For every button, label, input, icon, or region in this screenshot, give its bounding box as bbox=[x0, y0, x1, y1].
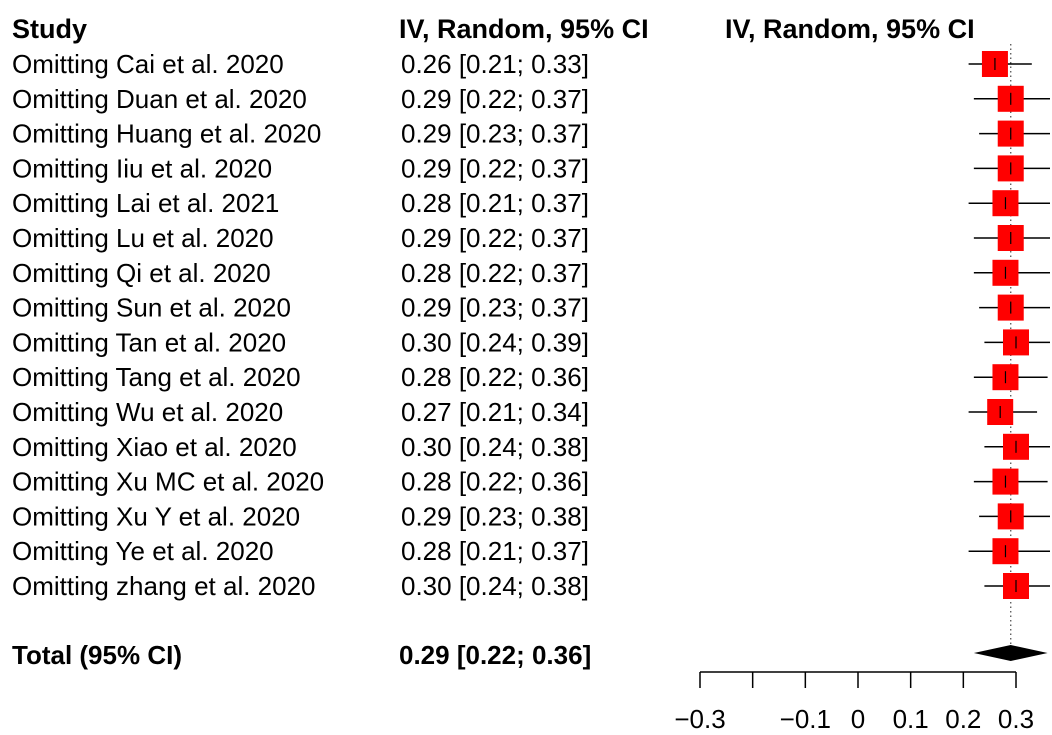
study-ci-text: 0.28 [0.22; 0.36] bbox=[401, 362, 589, 392]
study-ci-text: 0.28 [0.21; 0.37] bbox=[401, 188, 589, 218]
study-ci-text: 0.30 [0.24; 0.38] bbox=[401, 432, 589, 462]
study-label: Omitting Huang et al. 2020 bbox=[12, 119, 321, 149]
study-label: Omitting Qi et al. 2020 bbox=[12, 258, 271, 288]
study-ci-text: 0.30 [0.24; 0.39] bbox=[401, 327, 589, 357]
total-label: Total (95% CI) bbox=[12, 640, 182, 670]
study-label: Omitting Lu et al. 2020 bbox=[12, 223, 274, 253]
x-tick-label: 0.3 bbox=[998, 704, 1034, 734]
study-label: Omitting Tang et al. 2020 bbox=[12, 362, 301, 392]
header-study: Study bbox=[12, 14, 87, 44]
study-ci-text: 0.29 [0.23; 0.37] bbox=[401, 293, 589, 323]
header-ci-text: IV, Random, 95% CI bbox=[399, 14, 649, 44]
study-label: Omitting Duan et al. 2020 bbox=[12, 84, 307, 114]
x-axis: −0.3 −0.1 0 0.1 0.2 0.3 bbox=[674, 671, 1034, 734]
study-ci-text: 0.28 [0.22; 0.37] bbox=[401, 258, 589, 288]
study-label: Omitting Wu et al. 2020 bbox=[12, 397, 283, 427]
total-diamond bbox=[973, 645, 1048, 661]
study-label: Omitting Tan et al. 2020 bbox=[12, 327, 286, 357]
study-label: Omitting Cai et al. 2020 bbox=[12, 49, 284, 79]
study-label: Omitting Xiao et al. 2020 bbox=[12, 432, 297, 462]
study-ci-text: 0.27 [0.21; 0.34] bbox=[401, 397, 589, 427]
header-plot: IV, Random, 95% CI bbox=[725, 14, 975, 44]
plot-area bbox=[968, 44, 1050, 661]
study-label: Omitting Xu Y et al. 2020 bbox=[12, 501, 300, 531]
study-ci-text: 0.28 [0.22; 0.36] bbox=[401, 467, 589, 497]
x-tick-label: −0.3 bbox=[674, 704, 725, 734]
study-label: Omitting Xu MC et al. 2020 bbox=[12, 467, 324, 497]
study-label: Omitting zhang et al. 2020 bbox=[12, 571, 316, 601]
x-tick-label: −0.1 bbox=[780, 704, 831, 734]
study-label: Omitting Sun et al. 2020 bbox=[12, 293, 291, 323]
study-ci-text: 0.26 [0.21; 0.33] bbox=[401, 49, 589, 79]
x-tick-label: 0 bbox=[851, 704, 865, 734]
study-rows: Omitting Cai et al. 2020 0.26 [0.21; 0.33… bbox=[12, 49, 589, 601]
x-tick-label: 0.1 bbox=[893, 704, 929, 734]
study-ci-text: 0.30 [0.24; 0.38] bbox=[401, 571, 589, 601]
study-label: Omitting Lai et al. 2021 bbox=[12, 188, 279, 218]
study-label: Omitting Iiu et al. 2020 bbox=[12, 153, 272, 183]
study-ci-text: 0.28 [0.21; 0.37] bbox=[401, 536, 589, 566]
x-tick-label: 0.2 bbox=[945, 704, 981, 734]
study-label: Omitting Ye et al. 2020 bbox=[12, 536, 274, 566]
total-ci-text: 0.29 [0.22; 0.36] bbox=[399, 640, 591, 670]
study-ci-text: 0.29 [0.23; 0.38] bbox=[401, 501, 589, 531]
study-ci-text: 0.29 [0.22; 0.37] bbox=[401, 153, 589, 183]
study-ci-text: 0.29 [0.22; 0.37] bbox=[401, 223, 589, 253]
study-ci-text: 0.29 [0.23; 0.37] bbox=[401, 119, 589, 149]
study-ci-text: 0.29 [0.22; 0.37] bbox=[401, 84, 589, 114]
